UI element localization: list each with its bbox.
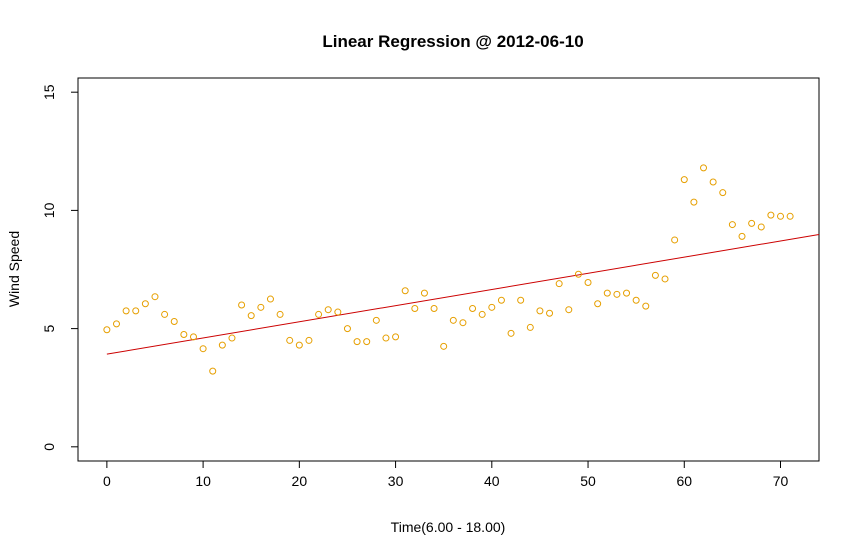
x-tick-label: 40	[484, 473, 500, 489]
data-point	[526, 323, 534, 331]
data-point	[392, 333, 400, 341]
data-point	[382, 334, 390, 342]
data-point	[247, 312, 255, 320]
data-point	[315, 310, 323, 318]
data-point	[786, 212, 794, 220]
data-point	[584, 279, 592, 287]
data-point	[709, 178, 717, 186]
data-point	[661, 275, 669, 283]
data-point	[613, 290, 621, 298]
data-point	[161, 310, 169, 318]
data-point	[286, 336, 294, 344]
data-point	[565, 306, 573, 314]
data-point	[777, 212, 785, 220]
data-point	[420, 289, 428, 297]
data-point	[728, 221, 736, 229]
data-point	[132, 307, 140, 315]
data-point	[449, 316, 457, 324]
data-point	[228, 334, 236, 342]
data-point	[295, 341, 303, 349]
data-point	[266, 295, 274, 303]
data-point	[151, 293, 159, 301]
data-point	[748, 219, 756, 227]
y-tick-label: 5	[41, 325, 57, 333]
x-tick-label: 60	[676, 473, 692, 489]
data-point	[632, 296, 640, 304]
data-point	[546, 309, 554, 317]
data-point	[238, 301, 246, 309]
data-point	[343, 325, 351, 333]
x-tick-label: 70	[773, 473, 789, 489]
data-point	[719, 189, 727, 197]
data-point	[353, 338, 361, 346]
data-point	[603, 289, 611, 297]
data-point	[680, 176, 688, 184]
data-point	[555, 280, 563, 288]
data-point	[767, 211, 775, 219]
data-point	[517, 296, 525, 304]
data-point	[651, 271, 659, 279]
data-point	[199, 345, 207, 353]
y-tick-label: 0	[41, 443, 57, 451]
data-point	[690, 198, 698, 206]
data-point	[507, 329, 515, 337]
plot-frame	[77, 77, 820, 462]
data-point	[180, 331, 188, 339]
data-point	[122, 307, 130, 315]
data-point	[257, 303, 265, 311]
data-point	[478, 310, 486, 318]
x-tick-label: 30	[388, 473, 404, 489]
data-point	[411, 305, 419, 313]
data-point	[401, 287, 409, 295]
data-point	[324, 306, 332, 314]
data-point	[112, 320, 120, 328]
data-point	[363, 338, 371, 346]
y-axis-label: Wind Speed	[6, 231, 22, 307]
regression-line	[106, 234, 820, 355]
data-point	[276, 310, 284, 318]
data-point	[430, 305, 438, 313]
data-point	[305, 336, 313, 344]
y-tick-label: 10	[41, 202, 57, 218]
x-tick-label: 10	[195, 473, 211, 489]
data-point	[574, 270, 582, 278]
data-point	[103, 326, 111, 334]
chart-title: Linear Regression @ 2012-06-10	[322, 32, 583, 51]
data-point	[594, 300, 602, 308]
data-point	[218, 341, 226, 349]
data-point	[623, 289, 631, 297]
data-point	[536, 307, 544, 315]
data-point	[738, 232, 746, 240]
data-point	[209, 367, 217, 375]
data-point	[141, 300, 149, 308]
data-point	[189, 333, 197, 341]
data-point	[671, 236, 679, 244]
x-axis-label: Time(6.00 - 18.00)	[391, 519, 506, 535]
data-point	[700, 164, 708, 172]
regression-layer	[106, 234, 820, 355]
data-point	[170, 318, 178, 326]
x-tick-label: 50	[580, 473, 596, 489]
data-point	[488, 303, 496, 311]
data-point	[757, 223, 765, 231]
data-point	[642, 302, 650, 310]
x-tick-label: 0	[103, 473, 111, 489]
y-tick-label: 15	[41, 84, 57, 100]
data-point	[497, 296, 505, 304]
data-point	[440, 342, 448, 350]
data-points	[103, 164, 794, 375]
data-point	[459, 319, 467, 327]
data-point	[334, 308, 342, 316]
x-axis: 0 10 20 30 40 50 60 70	[103, 460, 789, 489]
y-axis: 0 5 10 15	[41, 84, 79, 451]
data-point	[372, 316, 380, 324]
data-point	[469, 305, 477, 313]
x-tick-label: 20	[292, 473, 308, 489]
